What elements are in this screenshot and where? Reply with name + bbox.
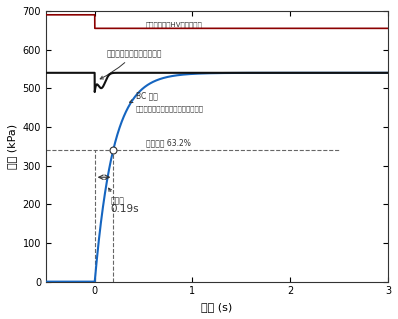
X-axis label: 時間 (s): 時間 (s) xyxy=(201,302,232,312)
Text: 滑走制御弁（HV）動作指令: 滑走制御弁（HV）動作指令 xyxy=(146,21,202,27)
Text: 時定数: 時定数 xyxy=(109,188,124,205)
Text: BC 圧力: BC 圧力 xyxy=(130,91,158,103)
Text: 中継弁出口（図１のＡ点）: 中継弁出口（図１のＡ点） xyxy=(100,49,162,79)
Text: 整定値の 63.2%: 整定値の 63.2% xyxy=(146,139,191,148)
Text: 0.19s: 0.19s xyxy=(110,204,139,214)
Text: （滑走制御弁の出口、図１のＢ点）: （滑走制御弁の出口、図１のＢ点） xyxy=(136,106,204,112)
Y-axis label: 圧力 (kPa): 圧力 (kPa) xyxy=(7,124,17,169)
